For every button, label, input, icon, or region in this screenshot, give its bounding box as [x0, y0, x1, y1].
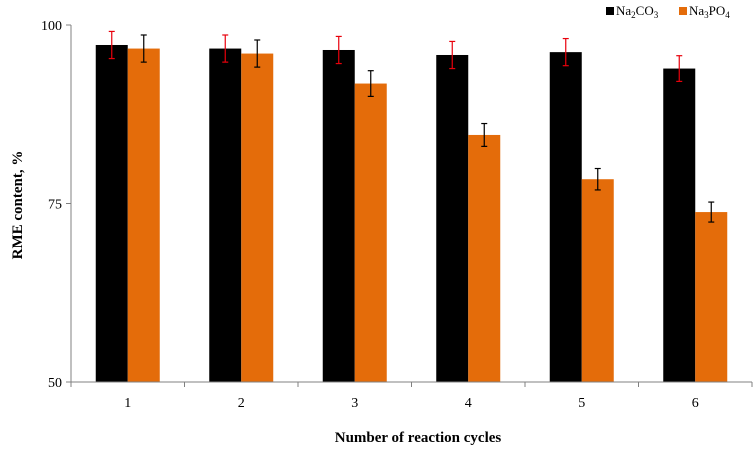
- bar-na3po4: [241, 53, 274, 383]
- y-tick-label: 50: [48, 376, 62, 391]
- x-tick-label: 3: [351, 396, 358, 411]
- legend-label: Na2CO3: [616, 3, 659, 20]
- x-ticks-group: 1 2 3 4 5 6: [70, 382, 753, 411]
- bar-na3po4: [354, 83, 387, 382]
- bar-na2co3: [95, 44, 128, 382]
- bars-group: [95, 44, 728, 383]
- legend-label: Na3PO4: [689, 3, 730, 20]
- legend-swatch: [679, 7, 687, 15]
- bar-na3po4: [695, 212, 728, 382]
- bar-na2co3: [549, 52, 582, 383]
- bar-na2co3: [209, 48, 242, 382]
- bar-na3po4: [127, 48, 160, 382]
- x-axis-title: Number of reaction cycles: [335, 430, 502, 446]
- x-tick-label: 5: [578, 396, 585, 411]
- legend: Na2CO3 Na3PO4: [606, 3, 730, 20]
- x-tick-label: 2: [238, 396, 245, 411]
- error-bars-group: [108, 30, 715, 223]
- y-ticks-group: 50 75 100: [41, 19, 71, 391]
- legend-swatch: [606, 7, 614, 15]
- bar-na3po4: [581, 179, 614, 382]
- x-tick-label: 1: [124, 396, 131, 411]
- bar-na2co3: [663, 68, 696, 382]
- x-tick-label: 4: [465, 396, 472, 411]
- y-tick-label: 100: [41, 19, 62, 34]
- bar-na2co3: [436, 54, 469, 382]
- bar-na2co3: [322, 49, 355, 383]
- y-tick-label: 75: [48, 198, 62, 213]
- x-tick-label: 6: [692, 396, 699, 411]
- y-axis-title: RME content, %: [10, 151, 26, 260]
- bar-na3po4: [468, 134, 501, 382]
